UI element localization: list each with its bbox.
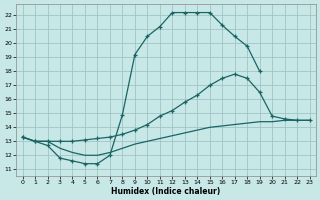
X-axis label: Humidex (Indice chaleur): Humidex (Indice chaleur)	[111, 187, 221, 196]
